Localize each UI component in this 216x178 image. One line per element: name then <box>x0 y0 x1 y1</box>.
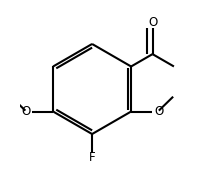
Text: O: O <box>148 16 157 29</box>
Text: O: O <box>21 105 30 118</box>
Text: O: O <box>154 105 163 118</box>
Text: F: F <box>89 151 95 164</box>
